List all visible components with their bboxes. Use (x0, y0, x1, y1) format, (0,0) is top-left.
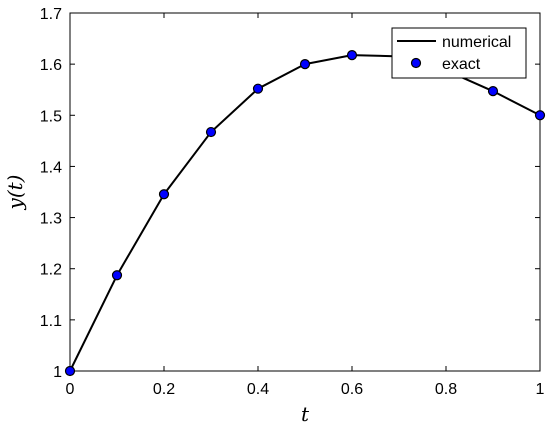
x-axis-label: t (301, 402, 310, 426)
y-tick-label: 1.3 (40, 211, 62, 228)
x-axis-ticks: 0 0.2 0.4 0.6 0.8 1 (66, 13, 545, 398)
x-tick-label: 0.2 (153, 381, 175, 398)
y-tick-label: 1.1 (40, 313, 62, 330)
series-exact-point (299, 59, 311, 70)
x-tick-label: 0.8 (435, 381, 457, 398)
y-tick-label: 1.7 (40, 6, 62, 23)
series-exact-point (252, 83, 264, 94)
y-tick-label: 1.5 (40, 108, 62, 125)
legend-label-exact: exact (442, 56, 481, 73)
legend: numerical exact (391, 27, 527, 79)
y-tick-label: 1.2 (40, 262, 62, 279)
x-tick-label: 0 (66, 381, 75, 398)
legend-label-numerical: numerical (442, 34, 511, 51)
series-exact-point (205, 126, 217, 138)
series-exact-point (111, 270, 123, 281)
y-tick-label: 1.4 (40, 159, 62, 176)
series-exact-point (64, 365, 76, 377)
legend-box (391, 27, 527, 79)
series-exact-point (346, 50, 358, 61)
y-axis-label: y(t) (3, 175, 27, 211)
y-tick-label: 1 (53, 364, 62, 381)
series-exact-point (158, 189, 170, 200)
series-exact-point (534, 110, 546, 121)
x-tick-label: 1 (536, 381, 545, 398)
x-tick-label: 0.4 (247, 381, 269, 398)
y-axis-ticks: 1 1.1 1.2 1.3 1.4 1.5 1.6 1.7 (40, 6, 540, 381)
y-tick-label: 1.6 (40, 57, 62, 74)
series-exact-point (487, 86, 499, 97)
x-tick-label: 0.6 (341, 381, 363, 398)
legend-marker-sample (410, 57, 422, 69)
